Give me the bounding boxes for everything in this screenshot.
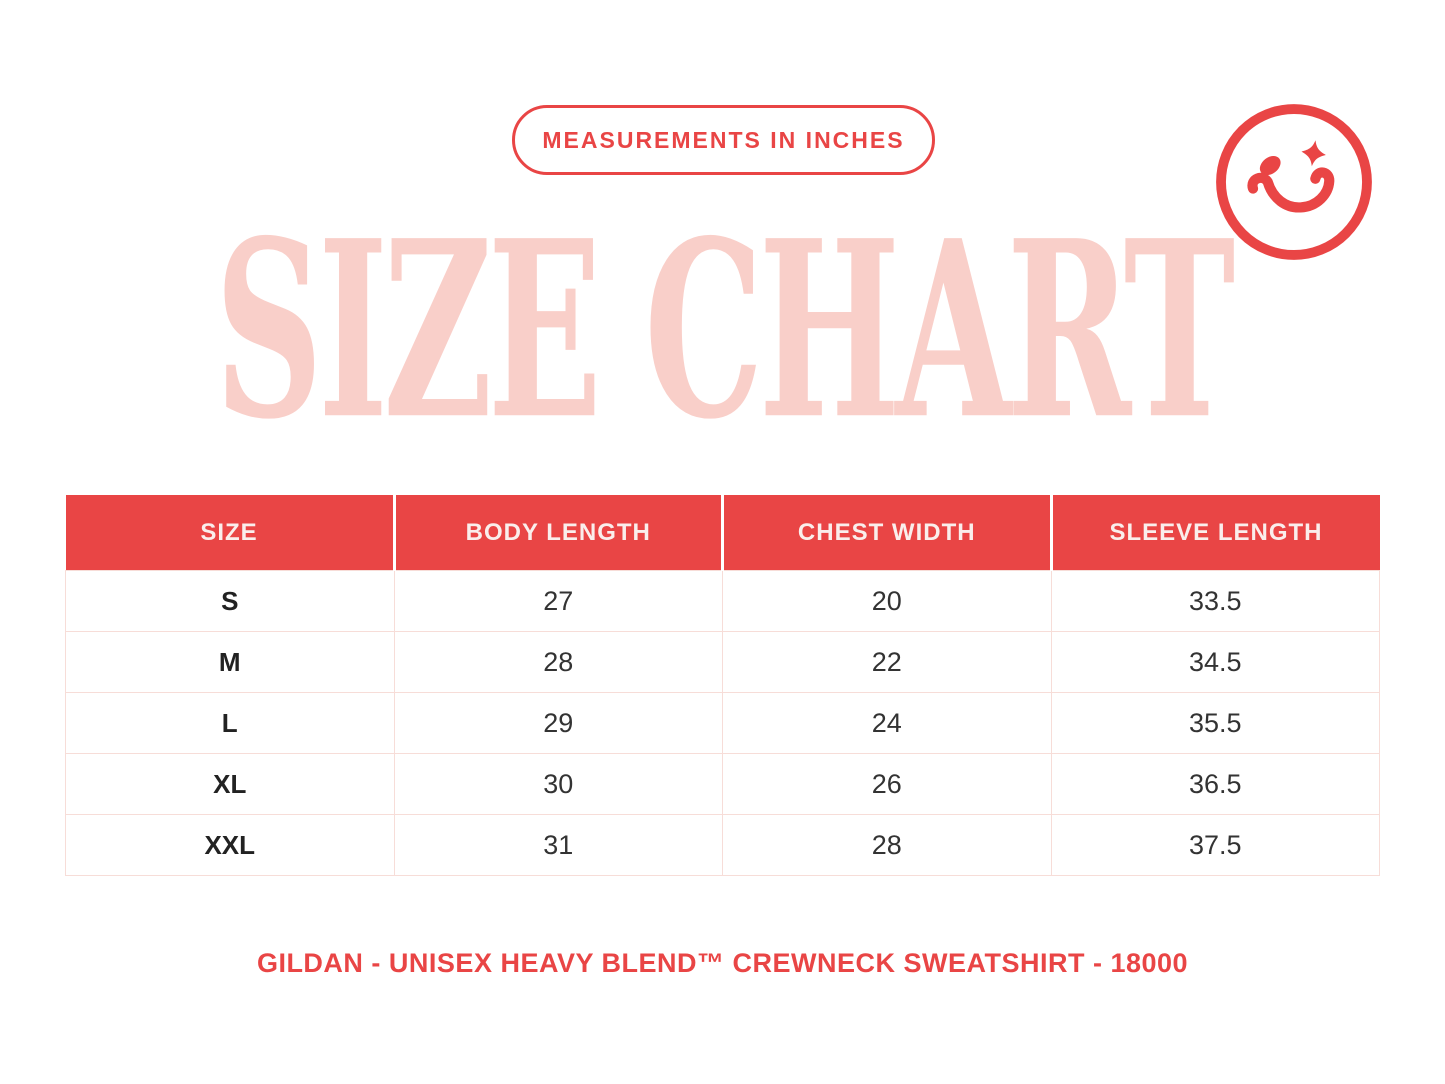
size-label-cell: M [65, 631, 395, 693]
body-length-cell: 27 [393, 570, 723, 632]
chest-width-cell: 20 [722, 570, 1052, 632]
size-label-cell: XXL [65, 814, 395, 876]
title-container: SIZE CHART [0, 210, 1445, 453]
body-length-cell: 31 [393, 814, 723, 876]
smiley-sparkle-eye [1301, 140, 1326, 167]
sleeve-length-cell: 34.5 [1050, 631, 1380, 693]
smiley-left-eye [1259, 156, 1281, 176]
smiley-face-icon [1216, 104, 1372, 260]
table-row-xxl: XXL 31 28 37.5 [65, 814, 1380, 876]
smiley-outline [1216, 104, 1372, 260]
column-header-size: SIZE [65, 495, 394, 571]
column-header-chest-width: CHEST WIDTH [721, 495, 1051, 571]
measurements-units-badge: MEASUREMENTS IN INCHES [512, 105, 935, 175]
smiley-smile [1247, 167, 1335, 213]
size-label-cell: XL [65, 753, 395, 815]
body-length-cell: 29 [393, 692, 723, 754]
sleeve-length-cell: 36.5 [1050, 753, 1380, 815]
measurements-units-badge-label: MEASUREMENTS IN INCHES [542, 126, 905, 153]
table-row-s: S 27 20 33.5 [65, 570, 1380, 632]
chest-width-cell: 28 [722, 814, 1052, 876]
column-header-sleeve-length: SLEEVE LENGTH [1049, 495, 1380, 571]
sleeve-length-cell: 35.5 [1050, 692, 1380, 754]
size-label-cell: L [65, 692, 395, 754]
product-name-line: GILDAN - UNISEX HEAVY BLEND™ CREWNECK SW… [256, 948, 1189, 978]
body-length-cell: 30 [393, 753, 723, 815]
table-row-xl: XL 30 26 36.5 [65, 753, 1380, 815]
chest-width-cell: 24 [722, 692, 1052, 754]
size-label-cell: S [65, 570, 395, 632]
table-row-l: L 29 24 35.5 [65, 692, 1380, 754]
body-length-cell: 28 [393, 631, 723, 693]
chest-width-cell: 26 [722, 753, 1052, 815]
table-row-m: M 28 22 34.5 [65, 631, 1380, 693]
size-table-container: SIZE BODY LENGTH CHEST WIDTH SLEEVE LENG… [65, 495, 1380, 876]
size-table: SIZE BODY LENGTH CHEST WIDTH SLEEVE LENG… [65, 495, 1380, 876]
sleeve-length-cell: 33.5 [1050, 570, 1380, 632]
sleeve-length-cell: 37.5 [1050, 814, 1380, 876]
page-title: SIZE CHART [214, 188, 1236, 474]
header-row: SIZE BODY LENGTH CHEST WIDTH SLEEVE LENG… [65, 495, 1380, 571]
chest-width-cell: 22 [722, 631, 1052, 693]
column-header-body-length: BODY LENGTH [392, 495, 723, 571]
